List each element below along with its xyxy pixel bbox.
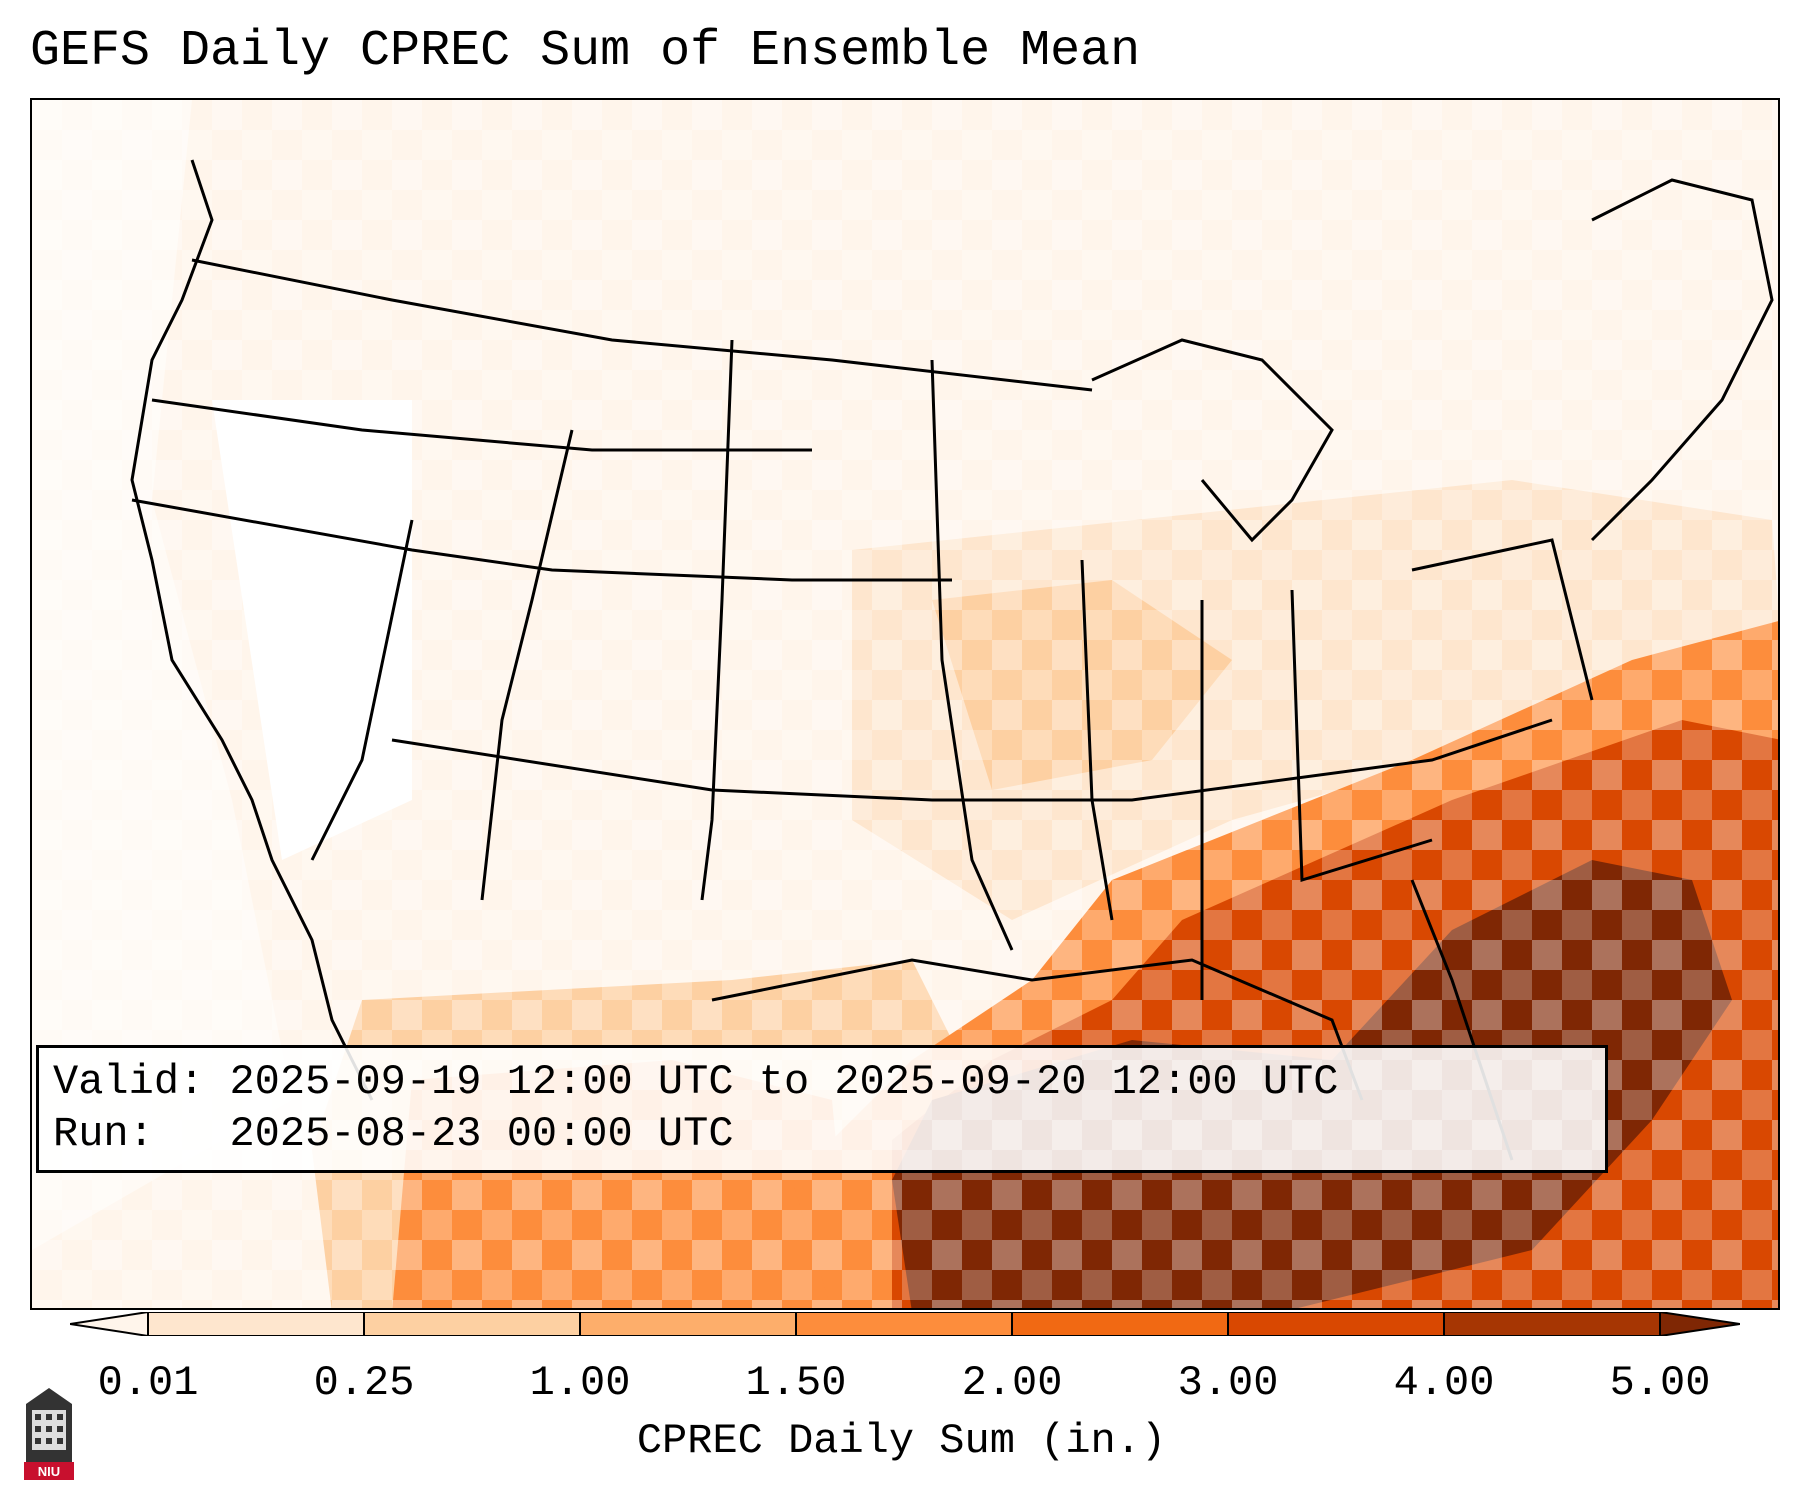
valid-run-info-box: Valid: 2025-09-19 12:00 UTC to 2025-09-2… <box>36 1045 1608 1173</box>
state-line-row2 <box>131 498 952 582</box>
niu-logo-text: NIU <box>38 1464 60 1479</box>
colorbar-tick-label: 4.00 <box>1393 1359 1495 1407</box>
state-boundaries <box>130 159 1774 1161</box>
colorbar-segment <box>1444 1312 1661 1336</box>
run-row: Run: 2025-08-23 00:00 UTC <box>53 1108 1591 1160</box>
colorbar-tick-label: 1.50 <box>745 1359 847 1407</box>
plains-line <box>930 359 1014 951</box>
valid-row: Valid: 2025-09-19 12:00 UTC to 2025-09-2… <box>53 1056 1591 1108</box>
state-line-row1 <box>151 398 812 452</box>
colorbar-segment <box>1228 1312 1445 1336</box>
northern-border <box>191 258 1093 392</box>
utah-line <box>480 429 574 901</box>
state-line-row3 <box>391 718 1553 802</box>
gulf-coast-line <box>711 958 1364 1101</box>
valid-label: Valid: <box>53 1058 205 1106</box>
colorbar-tick-label: 0.01 <box>97 1359 199 1407</box>
nevada-line <box>310 519 414 861</box>
east-coast-line <box>1411 538 1594 701</box>
colorbar-segment <box>148 1312 365 1336</box>
colorbar-ticks <box>147 1312 1661 1336</box>
colorbar-tick-label: 5.00 <box>1609 1359 1711 1407</box>
colorbar-tick-label: 1.00 <box>529 1359 631 1407</box>
georgia-line <box>1290 589 1433 883</box>
colorbar-under-extension <box>70 1312 149 1336</box>
colorbar-segments <box>70 1312 1740 1336</box>
colorbar-tick-label: 3.00 <box>1177 1359 1279 1407</box>
colorbar-tick-label: 0.25 <box>313 1359 415 1407</box>
colorbar-tick-label: 2.00 <box>961 1359 1063 1407</box>
colorbar <box>70 1312 1740 1336</box>
colorbar-label: CPREC Daily Sum (in.) <box>636 1417 1167 1465</box>
map-title: GEFS Daily CPREC Sum of Ensemble Mean <box>30 23 1141 80</box>
colorbar-segment <box>1012 1312 1229 1336</box>
west-coast-line <box>130 159 374 1101</box>
niu-tower-logo-icon: NIU <box>24 1388 74 1480</box>
colorado-line <box>700 339 734 901</box>
valid-value: 2025-09-19 12:00 UTC to 2025-09-20 12:00… <box>229 1058 1339 1106</box>
run-value: 2025-08-23 00:00 UTC <box>229 1110 734 1158</box>
colorbar-over-extension <box>1659 1312 1740 1336</box>
great-lakes-line <box>1091 338 1334 543</box>
mississippi-line <box>1080 559 1114 921</box>
colorbar-segment <box>580 1312 797 1336</box>
colorbar-segment <box>796 1312 1013 1336</box>
new-england-line <box>1590 178 1774 542</box>
run-label: Run: <box>53 1110 154 1158</box>
colorbar-segment <box>364 1312 581 1336</box>
